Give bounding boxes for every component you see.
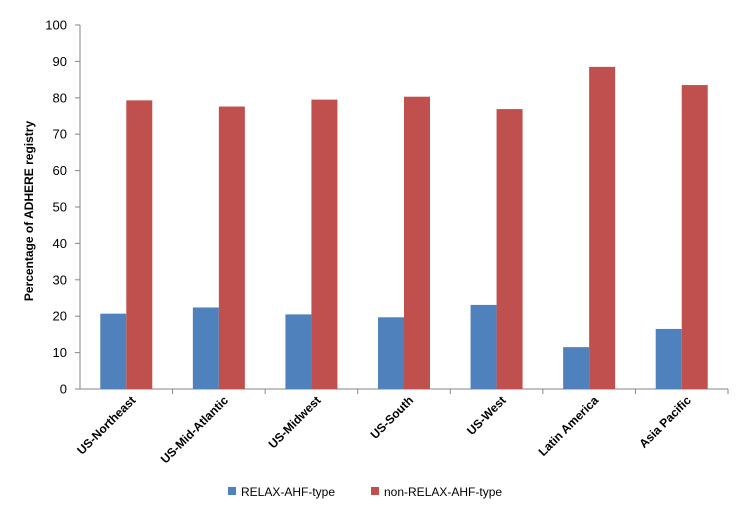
x-category-label: US-Midwest bbox=[266, 393, 324, 451]
legend: RELAX-AHF-type non-RELAX-AHF-type bbox=[228, 485, 502, 499]
legend-swatch bbox=[371, 487, 379, 495]
x-category-label: US-Mid-Atlantic bbox=[158, 393, 231, 466]
y-axis-ticks: 0 10 20 30 40 50 60 70 80 90 100 bbox=[45, 18, 80, 397]
y-tick-label: 0 bbox=[60, 382, 67, 397]
y-tick-label: 60 bbox=[53, 163, 67, 178]
bar-relax-ahf-type-latin-america bbox=[563, 347, 590, 389]
bar-relax-ahf-type-us-south bbox=[378, 317, 404, 389]
bar-non-relax-ahf-type-us-south bbox=[404, 96, 430, 389]
legend-label: non-RELAX-AHF-type bbox=[384, 485, 502, 499]
x-category-label: Asia Pacific bbox=[636, 393, 694, 451]
y-tick-label: 40 bbox=[53, 236, 67, 251]
y-tick-label: 50 bbox=[53, 200, 67, 215]
x-category-label: US-West bbox=[464, 393, 509, 438]
y-tick-label: 70 bbox=[53, 127, 67, 142]
y-tick-label: 30 bbox=[53, 272, 67, 287]
legend-label: RELAX-AHF-type bbox=[241, 485, 335, 499]
legend-swatch bbox=[228, 487, 236, 495]
bar-non-relax-ahf-type-us-midwest bbox=[311, 99, 338, 390]
y-axis-title: Percentage of ADHERE registry bbox=[22, 121, 36, 302]
x-axis-labels: US-Northeast US-Mid-Atlantic US-Midwest US-… bbox=[74, 393, 694, 466]
y-tick-label: 100 bbox=[45, 18, 67, 33]
y-tick-label: 10 bbox=[53, 345, 67, 360]
bar-non-relax-ahf-type-asia-pacific bbox=[681, 85, 708, 389]
y-tick-label: 90 bbox=[53, 54, 67, 69]
bar-non-relax-ahf-type-us-west bbox=[496, 109, 523, 390]
x-category-label: Latin America bbox=[536, 393, 602, 459]
y-tick-label: 20 bbox=[53, 309, 67, 324]
bar-non-relax-ahf-type-latin-america bbox=[589, 66, 616, 390]
bar-relax-ahf-type-asia-pacific bbox=[655, 328, 682, 389]
x-category-label: US-Northeast bbox=[74, 393, 138, 457]
y-tick-label: 80 bbox=[53, 90, 67, 105]
bars bbox=[100, 66, 729, 394]
bar-relax-ahf-type-us-mid-atlantic bbox=[192, 307, 219, 389]
bar-non-relax-ahf-type-us-mid-atlantic bbox=[218, 106, 245, 389]
x-category-label: US-South bbox=[368, 393, 417, 442]
bar-relax-ahf-type-us-northeast bbox=[100, 313, 127, 389]
bar-non-relax-ahf-type-us-northeast bbox=[126, 100, 153, 390]
bar-relax-ahf-type-us-midwest bbox=[285, 314, 312, 389]
bar-relax-ahf-type-us-west bbox=[470, 304, 497, 389]
